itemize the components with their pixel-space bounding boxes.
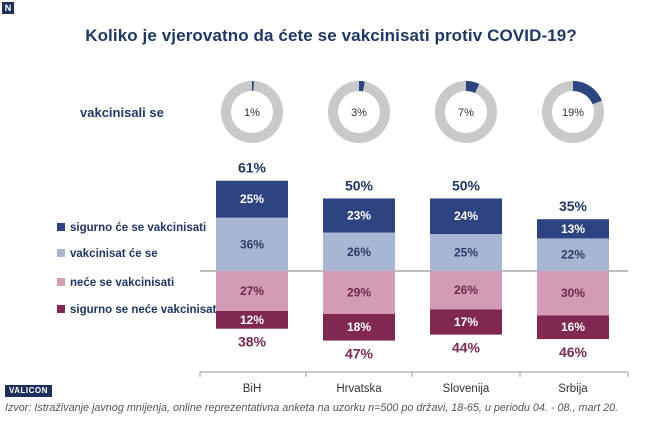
donut-value-label: 7% bbox=[458, 107, 474, 119]
donut-filled-arc bbox=[435, 81, 497, 143]
positive-total-label: 61% bbox=[238, 160, 267, 176]
bar-segment-vakcinisat-ce bbox=[430, 234, 502, 271]
legend-label: sigurno će se vakcinisati bbox=[70, 222, 207, 234]
bar-segment-vakcinisat-ce bbox=[537, 238, 609, 271]
donut-row-label: vakcinisali se bbox=[80, 105, 164, 120]
chart-title: Koliko je vjerovatno da ćete se vakcinis… bbox=[85, 26, 577, 45]
legend-item-vakcinisat-ce: vakcinisat će se bbox=[57, 248, 158, 260]
bar-segment-sigurno-ce bbox=[323, 198, 395, 233]
category-label: BiH bbox=[243, 383, 262, 395]
negative-total-label: 47% bbox=[345, 346, 374, 362]
legend-swatch bbox=[57, 278, 65, 286]
bar-segment-nece bbox=[430, 271, 502, 310]
positive-total-label: 35% bbox=[559, 198, 588, 214]
category-label: Srbija bbox=[558, 383, 588, 395]
data-label: 23% bbox=[347, 209, 371, 223]
bar-segment-sigurno-nece bbox=[323, 313, 395, 341]
donut-value-label: 3% bbox=[351, 107, 367, 119]
legend-item-sigurno-nece: sigurno se neće vakcinisati bbox=[57, 304, 220, 316]
negative-total-label: 38% bbox=[238, 334, 267, 350]
bar-segment-sigurno-nece bbox=[216, 310, 288, 329]
data-label: 26% bbox=[454, 283, 478, 297]
data-label: 24% bbox=[454, 209, 478, 223]
positive-total-label: 50% bbox=[452, 177, 481, 193]
data-label: 25% bbox=[240, 192, 264, 206]
donut-value-label: 19% bbox=[562, 107, 584, 119]
data-label: 36% bbox=[240, 237, 264, 251]
data-label: 18% bbox=[347, 320, 371, 334]
negative-total-label: 44% bbox=[452, 340, 481, 356]
category-label: Hrvatska bbox=[336, 383, 382, 395]
donut-filled-arc bbox=[328, 81, 390, 143]
legend-label: neće se vakcinisati bbox=[70, 277, 175, 289]
data-label: 16% bbox=[561, 320, 585, 334]
bar-segment-nece bbox=[323, 271, 395, 314]
donut-filled-arc bbox=[542, 81, 604, 143]
corner-logo-mark: N bbox=[2, 2, 14, 14]
legend-item-nece: neće se vakcinisati bbox=[57, 277, 174, 289]
bar-segment-sigurno-nece bbox=[430, 309, 502, 335]
bar-segment-vakcinisat-ce bbox=[323, 232, 395, 271]
legend-swatch bbox=[57, 305, 65, 313]
legend-swatch bbox=[57, 223, 65, 231]
donut-filled-arc bbox=[221, 81, 283, 143]
positive-total-label: 50% bbox=[345, 177, 374, 193]
data-label: 29% bbox=[347, 285, 371, 299]
legend-item-sigurno-ce: sigurno će se vakcinisati bbox=[57, 222, 206, 234]
bar-segment-nece bbox=[537, 271, 609, 316]
data-label: 30% bbox=[561, 286, 585, 300]
legend-swatch bbox=[57, 249, 65, 257]
valicon-logo: VALICON bbox=[5, 385, 52, 397]
negative-total-label: 46% bbox=[559, 344, 588, 360]
category-label: Slovenija bbox=[443, 383, 490, 395]
source-note: Izvor: Istraživanje javnog mnijenja, onl… bbox=[5, 402, 619, 414]
bar-segment-sigurno-ce bbox=[430, 198, 502, 234]
data-label: 25% bbox=[454, 246, 478, 260]
bar-segment-sigurno-ce bbox=[216, 180, 288, 218]
bar-segment-sigurno-ce bbox=[537, 219, 609, 239]
data-label: 22% bbox=[561, 248, 585, 262]
bar-segment-vakcinisat-ce bbox=[216, 217, 288, 271]
data-label: 13% bbox=[561, 222, 585, 236]
legend-label: vakcinisat će se bbox=[70, 248, 158, 260]
data-label: 17% bbox=[454, 315, 478, 329]
bar-segment-sigurno-nece bbox=[537, 315, 609, 340]
legend-label: sigurno se neće vakcinisati bbox=[70, 304, 220, 316]
data-label: 26% bbox=[347, 245, 371, 259]
data-label: 12% bbox=[240, 313, 264, 327]
donut-value-label: 1% bbox=[244, 107, 260, 119]
data-label: 27% bbox=[240, 284, 264, 298]
bar-segment-nece bbox=[216, 271, 288, 311]
